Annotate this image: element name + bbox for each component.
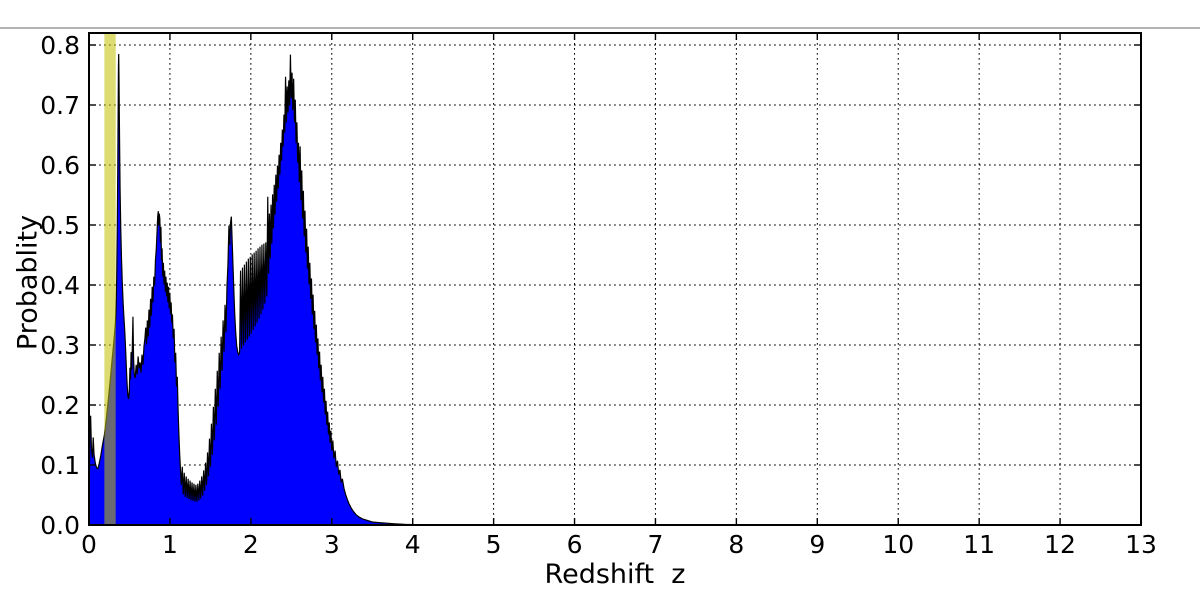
x-tick-label-6: 6 (567, 530, 583, 559)
plot-frame (88, 32, 1142, 526)
y-tick-label-0.4: 0.4 (40, 271, 80, 300)
x-tick-label-2: 2 (243, 530, 259, 559)
x-tick-label-8: 8 (728, 530, 744, 559)
y-tick-label-0.1: 0.1 (40, 451, 80, 480)
y-tick-label-0.3: 0.3 (40, 331, 80, 360)
y-tick-label-0.0: 0.0 (40, 511, 80, 540)
x-tick-label-11: 11 (963, 530, 995, 559)
x-axis-label: Redshift z (544, 559, 686, 590)
x-tick-label-4: 4 (405, 530, 421, 559)
y-tick-label-0.2: 0.2 (40, 391, 80, 420)
x-tick-labels: 0 1 2 3 4 5 6 7 8 9 10 11 12 13 (81, 530, 1157, 559)
x-tick-label-9: 9 (809, 530, 825, 559)
y-tick-label-0.5: 0.5 (40, 211, 80, 240)
highlight-vspan (104, 33, 116, 525)
x-tick-label-7: 7 (648, 530, 664, 559)
x-tick-label-13: 13 (1125, 530, 1157, 559)
gridlines (89, 33, 1141, 525)
y-tick-labels: 0.0 0.1 0.2 0.3 0.4 0.5 0.6 0.7 0.8 (40, 31, 80, 540)
y-tick-label-0.7: 0.7 (40, 91, 80, 120)
y-tick-label-0.8: 0.8 (40, 31, 80, 60)
x-tick-label-0: 0 (81, 530, 97, 559)
window-top-border (0, 27, 1200, 29)
x-tick-label-5: 5 (486, 530, 502, 559)
x-tick-label-1: 1 (162, 530, 178, 559)
x-tick-label-3: 3 (324, 530, 340, 559)
y-tick-label-0.6: 0.6 (40, 151, 80, 180)
x-tick-label-10: 10 (882, 530, 914, 559)
x-tick-label-12: 12 (1044, 530, 1076, 559)
y-axis-label: Probablity (12, 214, 44, 351)
probability-density-area (88, 53, 1141, 526)
